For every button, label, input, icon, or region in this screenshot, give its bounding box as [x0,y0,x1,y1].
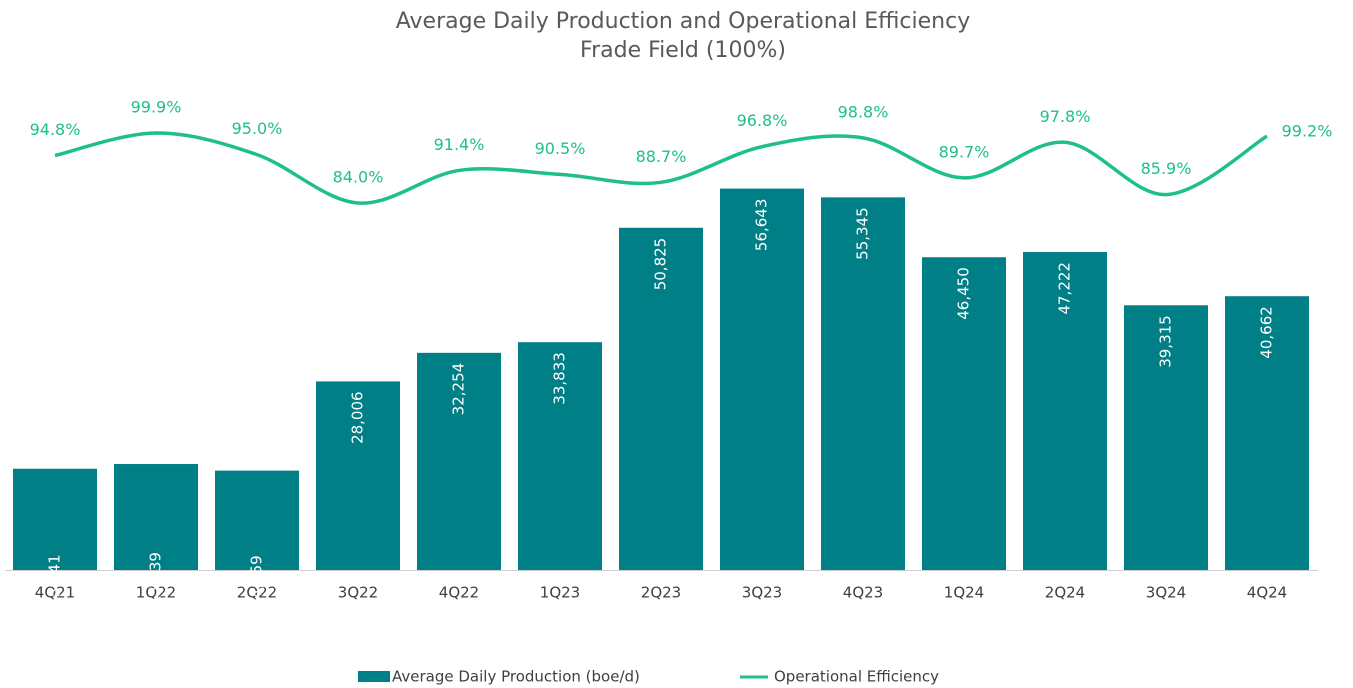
bar-label: 15,041 [46,554,64,607]
bar [316,381,400,570]
x-tick-label: 4Q22 [439,584,479,602]
line-label: 99.9% [131,98,182,117]
bar-label: 15,739 [147,552,165,605]
line-label: 90.5% [535,139,586,158]
line-label: 85.9% [1141,159,1192,178]
line-label: 99.2% [1282,122,1333,141]
x-tick-label: 1Q23 [540,584,580,602]
bar [518,342,602,570]
bar-label: 32,254 [450,363,468,416]
bar [1225,296,1309,570]
x-tick-label: 1Q24 [944,584,984,602]
bar-label: 50,825 [652,238,670,290]
bar-label: 56,643 [753,199,771,252]
bar [1124,305,1208,570]
bar-label: 47,222 [1056,262,1074,315]
line-label: 98.8% [838,102,889,121]
bar [417,352,501,570]
line-label: 89.7% [939,142,990,161]
bar [720,188,804,570]
x-tick-label: 2Q23 [641,584,681,602]
chart-subtitle: Frade Field (100%) [580,38,786,63]
x-tick-label: 4Q24 [1247,584,1287,602]
bar-label: 14,759 [248,555,266,608]
legend-label: Operational Efficiency [774,668,939,686]
bar [114,464,198,570]
line-label: 91.4% [434,135,485,154]
x-tick-label: 1Q22 [136,584,176,602]
line-label: 95.0% [232,119,283,138]
legend-swatch [358,671,390,682]
bar [619,227,703,571]
bar [215,470,299,570]
line-label: 84.0% [333,168,384,187]
x-tick-label: 4Q21 [35,584,75,602]
bar-label: 46,450 [955,267,973,320]
line-label: 94.8% [30,120,81,139]
bar-label: 40,662 [1258,306,1276,359]
bar-label: 28,006 [349,391,367,444]
line-label: 96.8% [737,111,788,130]
x-tick-label: 3Q24 [1146,584,1186,602]
chart-title: Average Daily Production and Operational… [396,9,970,34]
bar-label: 55,345 [854,207,872,260]
x-tick-label: 2Q24 [1045,584,1085,602]
bar [13,468,97,570]
x-tick-label: 2Q22 [237,584,277,602]
legend-label: Average Daily Production (boe/d) [392,668,640,686]
x-tick-label: 3Q23 [742,584,782,602]
bar [1023,252,1107,571]
bar-label: 33,833 [551,352,569,405]
x-tick-label: 3Q22 [338,584,378,602]
line-label: 97.8% [1040,107,1091,126]
bar [922,257,1006,570]
line-label: 88.7% [636,147,687,166]
bar [821,197,905,570]
x-tick-label: 4Q23 [843,584,883,602]
bar-label: 39,315 [1157,315,1175,368]
line [54,131,1268,205]
